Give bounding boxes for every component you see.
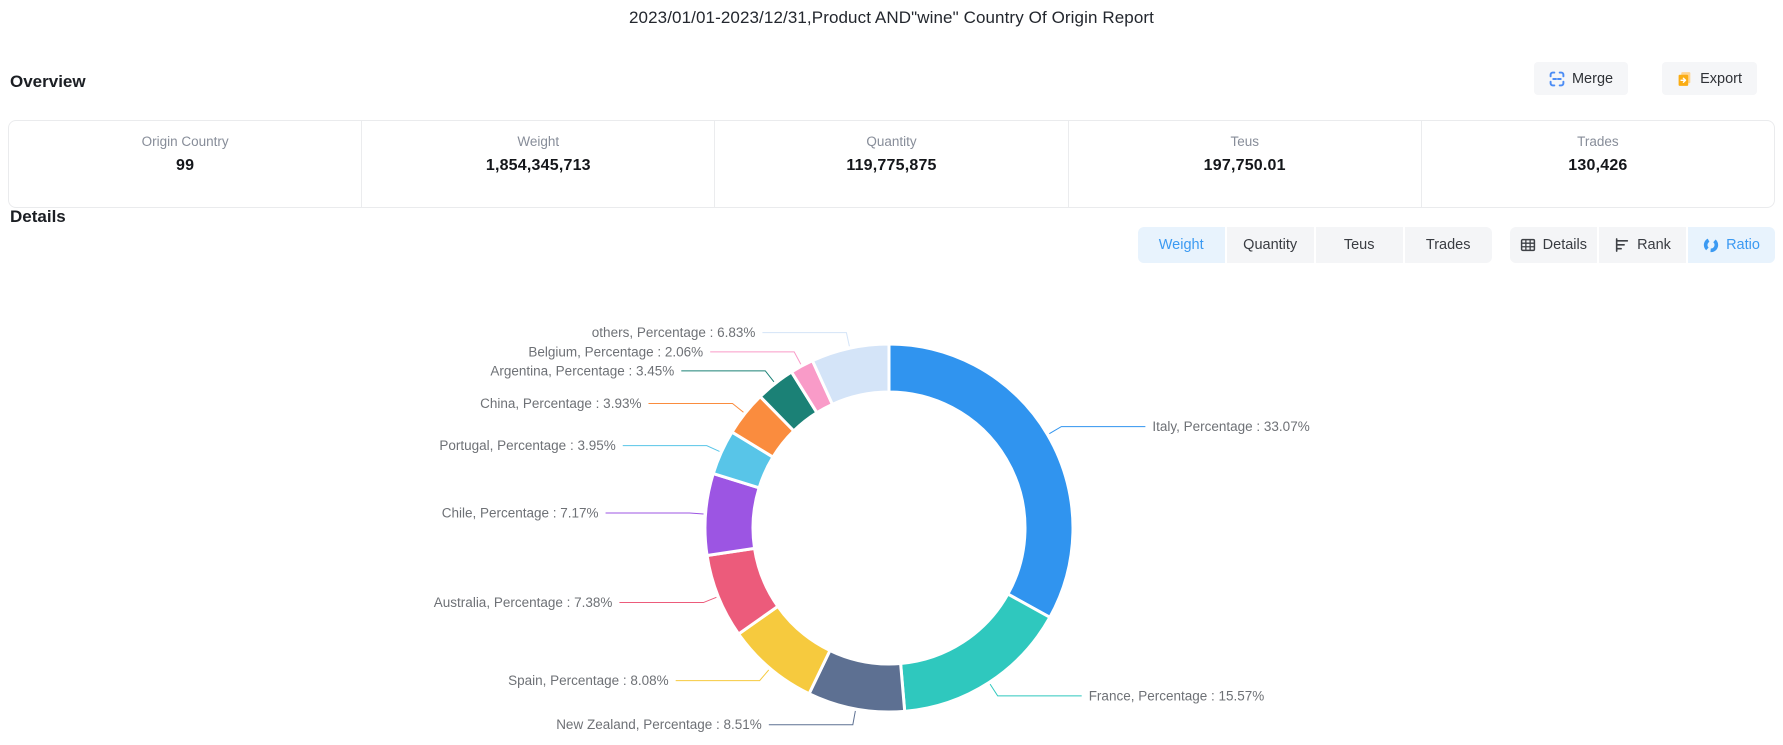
- stat-label: Origin Country: [141, 134, 229, 149]
- label-leader-line: [675, 669, 770, 682]
- slice-label-france: France, Percentage : 15.57%: [1089, 688, 1265, 703]
- stat-teus: Teus 197,750.01: [1067, 121, 1421, 207]
- stat-value: 197,750.01: [1203, 157, 1286, 174]
- rank-icon: [1614, 237, 1630, 253]
- stat-weight: Weight 1,854,345,713: [361, 121, 714, 207]
- tab-trades[interactable]: Trades: [1404, 227, 1492, 263]
- label-leader-line: [710, 351, 802, 365]
- tab-teus[interactable]: Teus: [1315, 227, 1403, 263]
- details-controls: Weight Quantity Teus Trades Details: [1137, 227, 1775, 263]
- label-leader-line: [989, 683, 1082, 697]
- stat-value: 119,775,875: [846, 157, 937, 174]
- merge-button-label: Merge: [1571, 70, 1614, 87]
- ratio-icon: [1703, 237, 1719, 253]
- report-title: 2023/01/01-2023/12/31,Product AND"wine" …: [629, 8, 1154, 27]
- tab-details[interactable]: Details: [1509, 227, 1597, 263]
- export-icon: [1677, 71, 1693, 87]
- view-tab-group: Details Rank Ratio: [1509, 227, 1775, 263]
- slice-label-new-zealand: New Zealand, Percentage : 8.51%: [556, 717, 762, 732]
- label-leader-line: [681, 370, 775, 383]
- donut-slice-france[interactable]: [899, 592, 1052, 713]
- details-heading: Details: [10, 207, 66, 226]
- header-actions: Merge Export: [1533, 62, 1757, 95]
- stat-value: 99: [176, 157, 195, 174]
- overview-card: Origin Country 99 Weight 1,854,345,713 Q…: [8, 120, 1775, 208]
- slice-label-australia: Australia, Percentage : 7.38%: [434, 595, 613, 610]
- slice-label-italy: Italy, Percentage : 33.07%: [1152, 419, 1309, 434]
- slice-label-belgium: Belgium, Percentage : 2.06%: [528, 344, 703, 359]
- tab-quantity[interactable]: Quantity: [1226, 227, 1314, 263]
- tab-details-label: Details: [1542, 237, 1587, 253]
- donut-slice-italy[interactable]: [887, 342, 1075, 619]
- label-leader-line: [768, 710, 856, 726]
- tab-rank[interactable]: Rank: [1599, 227, 1686, 263]
- tab-ratio-label: Ratio: [1726, 237, 1760, 253]
- stat-value: 130,426: [1568, 157, 1628, 174]
- tab-weight[interactable]: Weight: [1137, 227, 1225, 263]
- stat-trades: Trades 130,426: [1420, 121, 1774, 207]
- slice-label-portugal: Portugal, Percentage : 3.95%: [439, 438, 615, 453]
- overview-heading: Overview: [10, 72, 86, 91]
- tab-ratio[interactable]: Ratio: [1688, 227, 1775, 263]
- donut-slice-others[interactable]: [810, 342, 891, 406]
- label-leader-line: [648, 402, 744, 413]
- stat-quantity: Quantity 119,775,875: [714, 121, 1067, 207]
- label-leader-line: [619, 596, 717, 604]
- label-leader-line: [622, 445, 720, 452]
- metric-tab-group: Weight Quantity Teus Trades: [1137, 227, 1492, 263]
- merge-icon: [1549, 71, 1565, 87]
- stat-label: Trades: [1577, 134, 1619, 149]
- slice-label-spain: Spain, Percentage : 8.08%: [508, 673, 669, 688]
- merge-button[interactable]: Merge: [1533, 62, 1629, 95]
- tab-rank-label: Rank: [1637, 237, 1671, 253]
- stat-label: Quantity: [866, 134, 917, 149]
- stat-label: Weight: [517, 134, 560, 149]
- slice-label-argentina: Argentina, Percentage : 3.45%: [490, 363, 674, 378]
- stat-value: 1,854,345,713: [485, 157, 591, 174]
- label-leader-line: [762, 332, 850, 347]
- stat-origin-country: Origin Country 99: [9, 121, 361, 207]
- export-button[interactable]: Export: [1662, 62, 1757, 95]
- table-icon: [1520, 237, 1536, 253]
- slice-label-others: others, Percentage : 6.83%: [592, 325, 756, 340]
- slice-label-china: China, Percentage : 3.93%: [480, 396, 641, 411]
- slice-label-chile: Chile, Percentage : 7.17%: [442, 505, 599, 520]
- label-leader-line: [605, 512, 704, 515]
- export-button-label: Export: [1700, 70, 1742, 87]
- stat-label: Teus: [1230, 134, 1259, 149]
- label-leader-line: [1049, 426, 1146, 435]
